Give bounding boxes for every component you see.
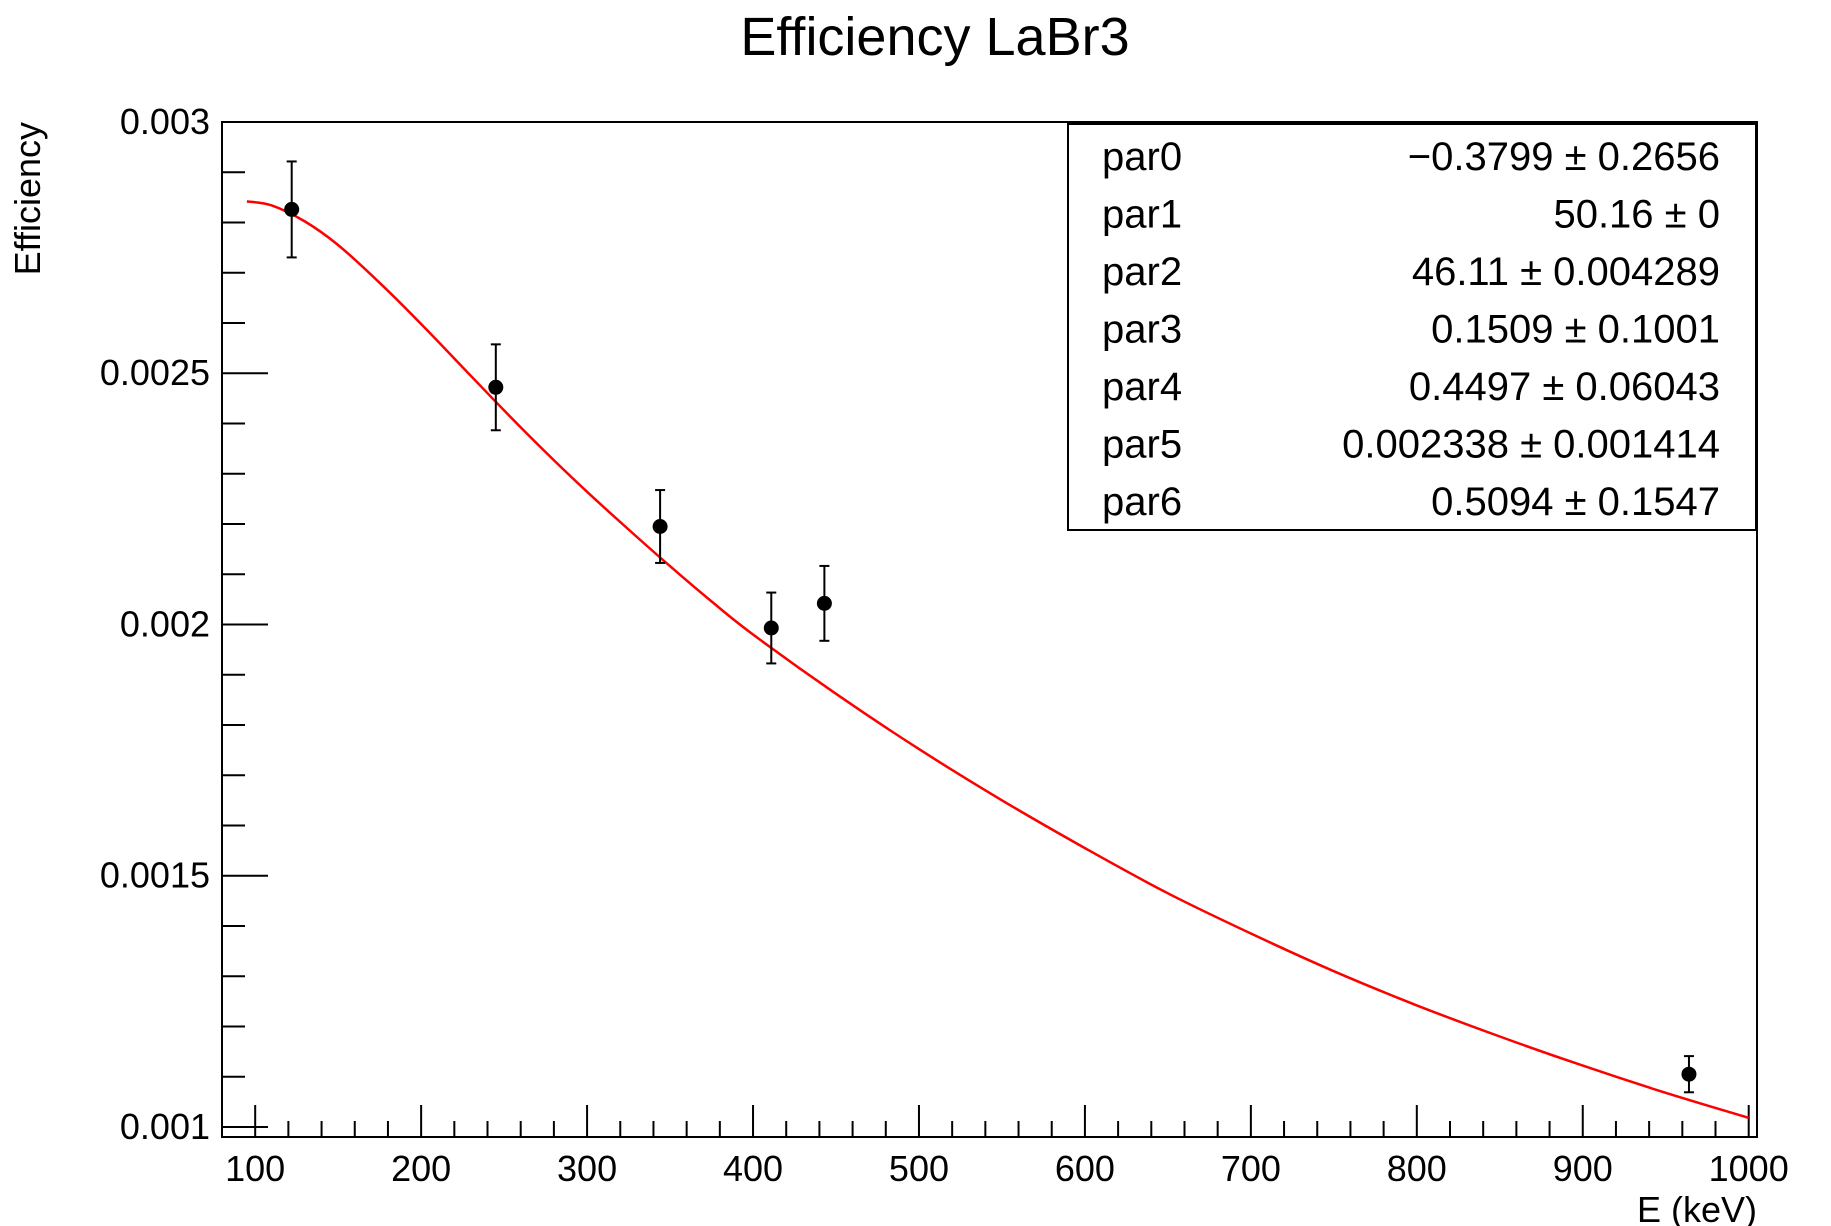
x-tick-label: 600 [1055,1148,1115,1189]
data-marker [284,201,300,217]
data-marker [1681,1066,1697,1082]
x-tick-label: 1000 [1709,1148,1789,1189]
param-estimate: 0.1509 [1431,308,1564,352]
data-marker [816,595,832,611]
plus-minus-sign: ± [1542,365,1575,409]
data-point [1681,1055,1697,1094]
plus-minus-sign: ± [1665,193,1698,237]
data-point [488,343,504,432]
x-tick-label: 700 [1221,1148,1281,1189]
data-point [816,564,832,642]
data-marker [763,620,779,636]
param-value: −0.3799 ± 0.2656 [1408,135,1720,179]
y-tick-label: 0.001 [120,1106,210,1147]
data-marker [488,379,504,395]
plot-frame [221,121,1758,1138]
x-tick-label: 800 [1387,1148,1447,1189]
x-tick-label: 300 [557,1148,617,1189]
param-estimate: 46.11 [1412,250,1520,294]
stats-row: par2 46.11 ± 0.004289 [1102,250,1720,294]
x-tick-label: 500 [889,1148,949,1189]
param-error: 0.1001 [1598,308,1720,352]
x-tick-label: 400 [723,1148,783,1189]
param-estimate: 0.002338 [1342,423,1520,467]
plus-minus-sign: ± [1565,135,1598,179]
plus-minus-sign: ± [1565,308,1598,352]
x-tick-label: 200 [391,1148,451,1189]
param-error: 0.001414 [1553,423,1720,467]
param-error: 0 [1698,193,1720,237]
data-marker [652,518,668,534]
param-value: 50.16 ± 0 [1553,193,1720,237]
param-value: 46.11 ± 0.004289 [1412,250,1720,294]
stats-row: par6 0.5094 ± 0.1547 [1102,480,1720,524]
param-name: par3 [1102,308,1182,352]
param-estimate: 0.4497 [1409,365,1542,409]
fit-curve [246,200,1750,1120]
y-tick-label: 0.0025 [100,352,210,393]
stats-row: par1 50.16 ± 0 [1102,193,1720,237]
param-name: par5 [1102,423,1182,467]
plus-minus-sign: ± [1565,480,1598,524]
data-points-layer [284,160,1697,1094]
fit-curve-layer [246,200,1750,1120]
stats-row: par3 0.1509 ± 0.1001 [1102,308,1720,352]
x-axis-label: E (keV) [1637,1189,1757,1226]
stats-box-frame [1067,123,1757,531]
y-axis-label: Efficiency [7,122,48,275]
y-tick-label: 0.002 [120,603,210,644]
param-error: 0.1547 [1598,480,1720,524]
plus-minus-sign: ± [1520,423,1553,467]
param-error: 0.004289 [1553,250,1720,294]
x-tick-label: 900 [1553,1148,1613,1189]
param-error: 0.06043 [1575,365,1720,409]
chart-title: Efficiency LaBr3 [740,7,1129,67]
param-value: 0.002338 ± 0.001414 [1342,423,1720,467]
y-tick-label: 0.0015 [100,855,210,896]
param-value: 0.4497 ± 0.06043 [1409,365,1720,409]
param-estimate: 0.5094 [1431,480,1564,524]
data-point [652,489,668,564]
data-point [284,160,300,259]
y-tick-label: 0.003 [120,101,210,142]
param-estimate: −0.3799 [1408,135,1565,179]
stats-row: par0 −0.3799 ± 0.2656 [1102,135,1720,179]
stats-row: par4 0.4497 ± 0.06043 [1102,365,1720,409]
param-name: par2 [1102,250,1182,294]
param-value: 0.5094 ± 0.1547 [1431,480,1720,524]
param-name: par4 [1102,365,1182,409]
param-estimate: 50.16 [1553,193,1664,237]
param-error: 0.2656 [1598,135,1720,179]
param-name: par0 [1102,135,1182,179]
param-value: 0.1509 ± 0.1001 [1431,308,1720,352]
x-tick-label: 100 [225,1148,285,1189]
ticks-layer: 100 200 300 400 500 600 700 800 900 1000 0.001 0.00… [100,101,1789,1189]
param-name: par6 [1102,480,1182,524]
param-name: par1 [1102,193,1182,237]
fit-parameters-box: par0 −0.3799 ± 0.2656 par1 50.16 ± 0 par2 46.… [1067,123,1757,531]
stats-row: par5 0.002338 ± 0.001414 [1102,423,1720,467]
plus-minus-sign: ± [1520,250,1553,294]
data-point [763,591,779,665]
